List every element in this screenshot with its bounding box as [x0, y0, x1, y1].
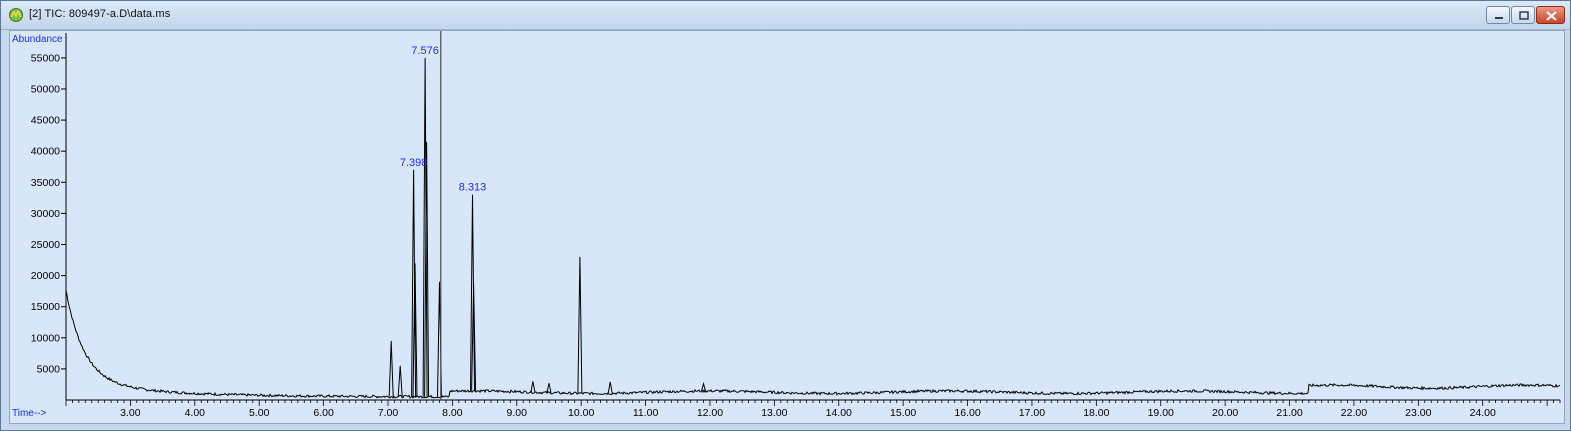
x-tick-label: 20.00 [1212, 407, 1238, 419]
x-tick-label: 7.00 [378, 407, 399, 419]
y-tick-label: 35000 [31, 177, 60, 189]
chromatogram-peak [422, 57, 428, 397]
chromatogram-peak [546, 383, 552, 393]
maximize-button[interactable] [1511, 6, 1535, 24]
chromatogram-peak [530, 381, 536, 393]
window-bottom-border [1, 424, 1570, 430]
x-tick-label: 13.00 [761, 407, 787, 419]
chromatogram-peak [424, 141, 430, 397]
y-tick-label: 30000 [31, 208, 60, 220]
y-axis-label: Abundance [12, 34, 63, 45]
minimize-icon [1495, 17, 1503, 19]
y-tick-label: 10000 [31, 332, 60, 344]
x-tick-label: 3.00 [120, 407, 141, 419]
x-tick-label: 18.00 [1083, 407, 1109, 419]
y-tick-label: 50000 [31, 83, 60, 95]
chromatogram-peak [607, 381, 613, 394]
peak-label: 8.313 [459, 182, 487, 194]
chromatogram-peak [470, 194, 475, 391]
y-tick-label: 5000 [37, 363, 61, 375]
peak-label: 7.398 [400, 157, 428, 169]
y-tick-label: 40000 [31, 146, 60, 158]
chromatogram-peak [577, 256, 583, 394]
x-tick-label: 10.00 [568, 407, 594, 419]
x-tick-label: 5.00 [249, 407, 270, 419]
x-tick-label: 23.00 [1405, 407, 1431, 419]
chromatogram-peak [388, 340, 394, 397]
y-tick-label: 45000 [31, 115, 60, 127]
window-title: [2] TIC: 809497-a.D\data.ms [29, 8, 171, 20]
maximize-icon [1519, 11, 1529, 20]
plot-area[interactable]: Abundance 5000 10000 15000 20000 25000 30000 35… [9, 30, 1565, 424]
peak-label: 7.576 [411, 45, 439, 57]
x-tick-label: 22.00 [1341, 407, 1367, 419]
x-tick-label: 12.00 [697, 407, 723, 419]
x-tick-label: 21.00 [1276, 407, 1302, 419]
title-bar[interactable]: [2] TIC: 809497-a.D\data.ms [1, 1, 1570, 30]
y-tick-label: 55000 [31, 52, 60, 64]
close-icon [1546, 11, 1557, 21]
x-tick-label: 17.00 [1019, 407, 1045, 419]
x-tick-label: 9.00 [507, 407, 528, 419]
y-tick-label: 25000 [31, 239, 60, 251]
y-tick-label: 20000 [31, 270, 60, 282]
x-tick-label: 15.00 [890, 407, 916, 419]
chromatogram-peak [397, 365, 403, 397]
x-axis-label: Time--> [12, 408, 47, 419]
x-tick-label: 11.00 [633, 407, 659, 419]
x-tick-label: 4.00 [185, 407, 206, 419]
x-tick-label: 16.00 [954, 407, 980, 419]
chromatogram-peak [411, 169, 417, 397]
chromatogram-app-icon [9, 8, 23, 22]
tic-chromatogram-chart[interactable]: Abundance 5000 10000 15000 20000 25000 30000 35… [10, 31, 1564, 423]
chromatogram-peak [471, 284, 477, 391]
y-tick-label: 15000 [31, 301, 60, 313]
minimize-button[interactable] [1486, 6, 1510, 24]
close-button[interactable] [1536, 6, 1565, 24]
tic-trace-baseline [65, 290, 1561, 399]
x-tick-label: 8.00 [442, 407, 463, 419]
x-tick-label: 6.00 [313, 407, 334, 419]
x-tick-label: 14.00 [826, 407, 852, 419]
x-tick-label: 24.00 [1470, 407, 1496, 419]
chromatogram-peak [701, 381, 706, 392]
chromatogram-peak [412, 263, 418, 397]
x-tick-label: 19.00 [1148, 407, 1174, 419]
